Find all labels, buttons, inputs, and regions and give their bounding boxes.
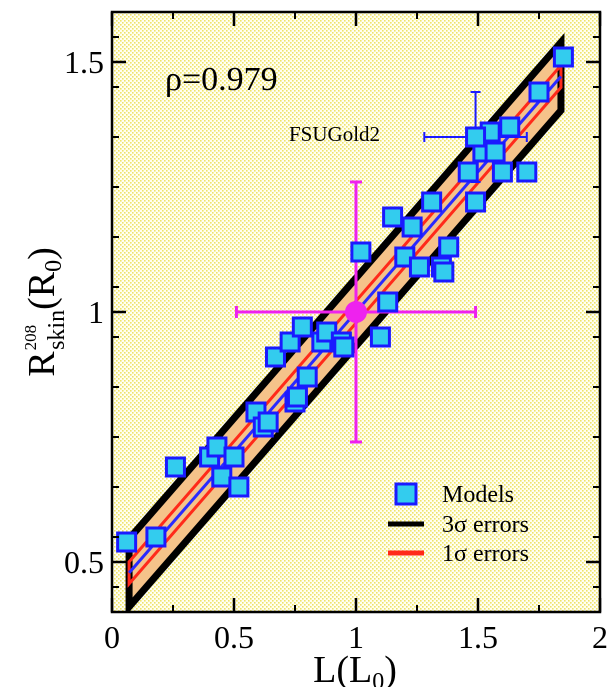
model-point	[491, 161, 513, 183]
model-point	[286, 386, 308, 408]
y-axis-title-close: )	[21, 247, 63, 260]
y-axis-title-main: R	[21, 351, 63, 377]
model-point	[211, 466, 233, 488]
model-point	[116, 531, 138, 553]
y-tick-label: 1	[88, 294, 104, 330]
model-point	[369, 326, 391, 348]
model-point	[228, 476, 250, 498]
model-point	[401, 216, 423, 238]
model-point	[291, 316, 313, 338]
model-point	[145, 526, 167, 548]
model-point	[552, 46, 574, 68]
x-tick-label: 0.5	[214, 619, 254, 655]
model-point	[528, 81, 550, 103]
model-point	[433, 261, 455, 283]
y-axis-title-paren-sub: 0	[41, 260, 67, 272]
model-point	[164, 456, 186, 478]
y-axis-title-sub: skin	[44, 310, 70, 350]
legend-label-models: Models	[442, 482, 514, 508]
axis-ticks	[110, 12, 602, 612]
fsugold2-point	[465, 126, 487, 148]
legend-label-3sigma: 3σ errors	[442, 512, 529, 538]
model-markers	[116, 46, 574, 553]
x-tick-label: 1.5	[458, 619, 498, 655]
model-point	[377, 291, 399, 313]
x-tick-label: 0	[104, 619, 120, 655]
model-point	[465, 191, 487, 213]
y-tick-label: 1.5	[64, 44, 104, 80]
y-axis-title: R208 skin(R0)	[21, 247, 70, 377]
legend: Models 3σ errors 1σ errors	[388, 482, 529, 567]
legend-label-1sigma: 1σ errors	[442, 541, 529, 567]
model-point	[382, 206, 404, 228]
model-point	[296, 366, 318, 388]
x-axis-title: L(L0)	[313, 649, 397, 687]
reference-point	[345, 301, 367, 323]
model-point	[257, 411, 279, 433]
model-point	[350, 241, 372, 263]
model-point	[484, 141, 506, 163]
model-point	[421, 191, 443, 213]
fsugold2-annotation: FSUGold2	[289, 122, 380, 146]
model-point	[457, 161, 479, 183]
x-tick-label: 2	[592, 619, 608, 655]
legend-marker-models	[394, 482, 418, 506]
model-point	[333, 336, 355, 358]
model-point	[206, 436, 228, 458]
x-axis-title-main: L(L	[313, 649, 372, 687]
y-axis-title-sup: 208	[21, 325, 40, 351]
model-point	[223, 446, 245, 468]
y-tick-label: 0.5	[64, 544, 104, 580]
correlation-label: ρ=0.979	[165, 61, 278, 98]
axis-tick-labels: 0 0.5 1 1.5 2 0.5 1 1.5	[64, 44, 608, 655]
model-point	[499, 116, 521, 138]
x-tick-label: 1	[348, 619, 364, 655]
y-axis-title-paren: (R	[21, 271, 63, 310]
model-point	[516, 161, 538, 183]
x-axis-title-close: )	[384, 649, 397, 687]
model-point	[438, 236, 460, 258]
model-point	[408, 256, 430, 278]
x-axis-title-sub: 0	[372, 669, 384, 687]
